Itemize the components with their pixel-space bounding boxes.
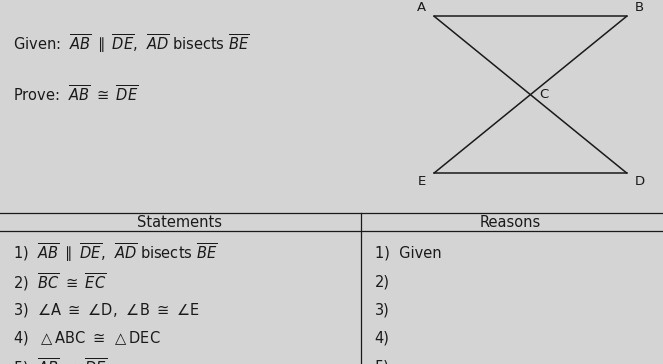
Text: A: A — [416, 1, 426, 14]
Text: B: B — [635, 1, 644, 14]
Text: 5): 5) — [375, 359, 389, 364]
Text: 4): 4) — [375, 330, 389, 345]
Text: Reasons: Reasons — [480, 214, 541, 230]
Text: 5)  $\overline{AB}$ $\cong$ $\overline{DE}$: 5) $\overline{AB}$ $\cong$ $\overline{DE… — [13, 356, 107, 364]
Text: 2): 2) — [375, 274, 390, 290]
Text: D: D — [635, 175, 645, 188]
Text: Statements: Statements — [137, 214, 221, 230]
Text: 3)  $\angle$A $\cong$ $\angle$D,  $\angle$B $\cong$ $\angle$E: 3) $\angle$A $\cong$ $\angle$D, $\angle$… — [13, 301, 200, 319]
Text: 4)  $\triangle$ABC $\cong$ $\triangle$DEC: 4) $\triangle$ABC $\cong$ $\triangle$DEC — [13, 329, 161, 347]
Text: 1)  Given: 1) Given — [375, 245, 441, 261]
Text: Given:  $\overline{AB}$ $\parallel$ $\overline{DE}$,  $\overline{AD}$ bisects $\: Given: $\overline{AB}$ $\parallel$ $\ove… — [13, 32, 250, 55]
Text: Prove:  $\overline{AB}$ $\cong$ $\overline{DE}$: Prove: $\overline{AB}$ $\cong$ $\overlin… — [13, 84, 139, 105]
Text: C: C — [539, 88, 548, 101]
Text: E: E — [418, 175, 426, 188]
Text: 3): 3) — [375, 302, 389, 318]
Text: 1)  $\overline{AB}$ $\parallel$ $\overline{DE}$,  $\overline{AD}$ bisects $\over: 1) $\overline{AB}$ $\parallel$ $\overlin… — [13, 242, 217, 264]
Text: 2)  $\overline{BC}$ $\cong$ $\overline{EC}$: 2) $\overline{BC}$ $\cong$ $\overline{EC… — [13, 271, 107, 293]
